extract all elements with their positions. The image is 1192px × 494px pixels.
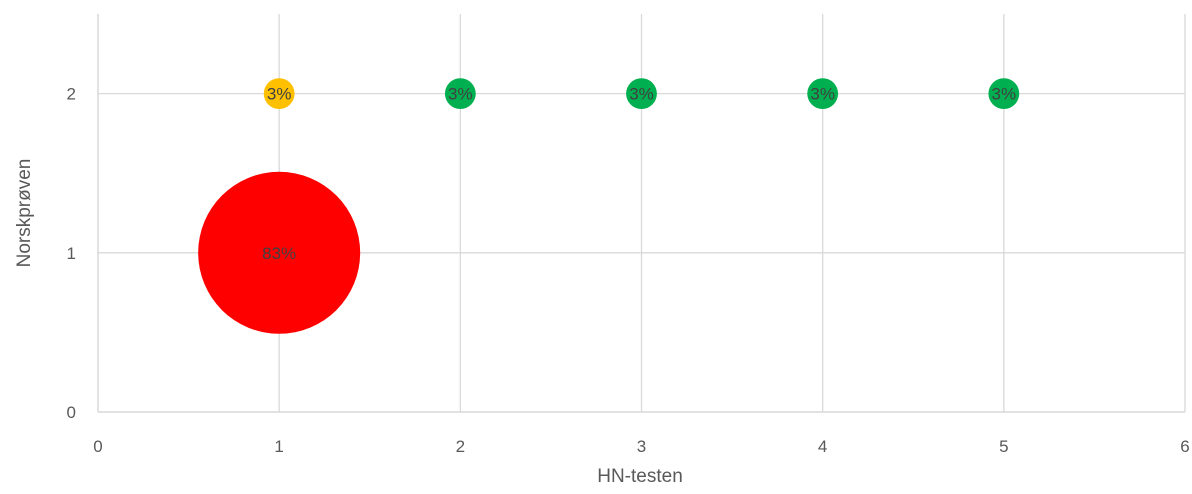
y-tick-label: 1 xyxy=(67,244,76,263)
bubble xyxy=(263,78,295,109)
y-tick-label: 2 xyxy=(67,85,76,104)
x-tick-label: 0 xyxy=(93,437,102,456)
x-axis-title: HN-testen xyxy=(597,466,683,487)
bubble-data-label: 3% xyxy=(810,85,835,104)
bubble xyxy=(988,78,1020,109)
x-tick-label: 1 xyxy=(274,437,283,456)
tick-labels: 0 1 2 3 4 5 6 0 1 2 xyxy=(67,85,1190,456)
y-tick-label: 0 xyxy=(67,403,76,422)
bubble-data-label: 3% xyxy=(992,85,1017,104)
x-tick-label: 6 xyxy=(1180,437,1189,456)
bubble xyxy=(198,171,361,334)
y-axis-title: Norskprøven xyxy=(14,159,35,268)
bubble-data-label: 3% xyxy=(448,85,473,104)
x-tick-label: 5 xyxy=(999,437,1008,456)
bubble-data-label: 3% xyxy=(629,85,654,104)
x-tick-label: 3 xyxy=(637,437,646,456)
bubbles: 83% 3% 3% 3% 3% 3% xyxy=(198,78,1020,334)
x-tick-label: 2 xyxy=(456,437,465,456)
x-tick-label: 4 xyxy=(818,437,827,456)
bubble xyxy=(444,78,476,109)
bubble-data-label: 3% xyxy=(267,85,292,104)
bubble-data-label: 83% xyxy=(262,244,296,263)
bubble xyxy=(807,78,839,109)
axes xyxy=(97,14,1185,413)
bubble xyxy=(626,78,657,109)
